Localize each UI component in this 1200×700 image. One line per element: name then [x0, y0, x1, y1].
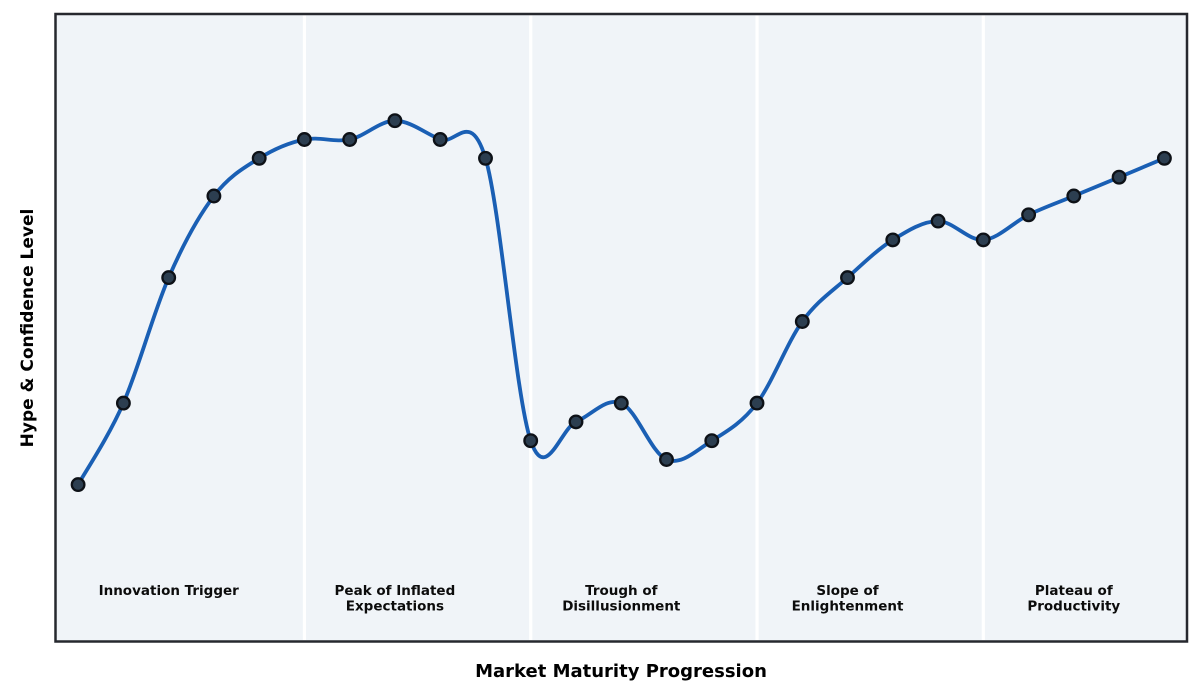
data-point-marker [296, 132, 312, 147]
data-point-marker [70, 477, 86, 493]
phase-label-peak-of-inflated-expectations: Peak of Inflated Expectations [335, 583, 456, 615]
y-axis-label: Hype & Confidence Level [18, 209, 38, 448]
data-point-marker [749, 395, 765, 411]
data-point-marker [161, 270, 177, 286]
phase-label-slope-of-enlightenment: Slope of Enlightenment [792, 583, 904, 615]
phase-label-plateau-of-productivity: Plateau of Productivity [1027, 583, 1120, 615]
data-point-marker [115, 395, 131, 411]
data-point-marker [930, 213, 946, 229]
data-point-marker [342, 132, 358, 147]
phase-label-innovation-trigger: Innovation Trigger [99, 583, 240, 599]
data-point-marker [523, 433, 539, 449]
data-point-marker [975, 232, 991, 248]
plot-area [55, 14, 1187, 642]
data-point-marker [1066, 188, 1082, 204]
plot-border [54, 12, 1189, 643]
data-point-marker [432, 132, 448, 147]
phase-label-trough-of-disillusionment: Trough of Disillusionment [562, 583, 681, 615]
data-point-marker [568, 414, 584, 430]
data-point-marker [1021, 207, 1037, 223]
data-point-marker [794, 314, 810, 329]
phase-dividers [302, 15, 985, 640]
data-point-marker [1111, 169, 1127, 185]
phase-labels-group: Innovation Trigger Peak of Inflated Expect… [99, 583, 1121, 615]
x-axis-label: Market Maturity Progression [475, 661, 767, 682]
data-point-marker [251, 150, 267, 166]
data-point-marker [704, 433, 720, 449]
data-point-marker [885, 232, 901, 248]
data-point-marker [659, 452, 674, 467]
data-point-marker [613, 395, 629, 411]
data-point-marker [478, 150, 493, 166]
data-point-marker [206, 188, 222, 204]
data-point-marker [1156, 150, 1172, 166]
data-point-marker [840, 270, 855, 286]
data-points-group [70, 113, 1172, 493]
data-point-marker [387, 113, 403, 129]
